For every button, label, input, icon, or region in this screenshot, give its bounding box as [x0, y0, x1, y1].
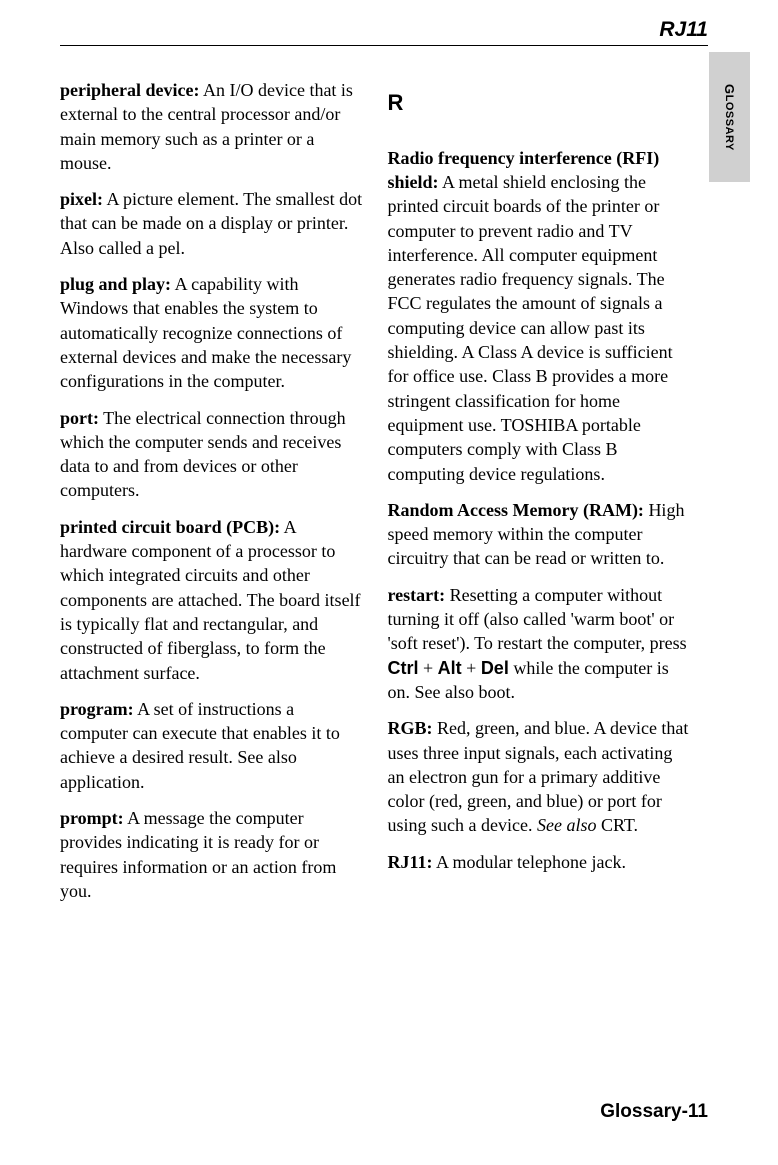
keycap: Alt: [438, 658, 462, 678]
section-letter: R: [388, 88, 691, 118]
section-tab-label: GLOSSARY: [722, 84, 737, 151]
term: RGB:: [388, 718, 433, 738]
glossary-entry: restart: Resetting a computer without tu…: [388, 583, 691, 704]
glossary-entry: printed circuit board (PCB): A hardware …: [60, 515, 363, 685]
left-column: peripheral device: An I/O device that is…: [60, 78, 363, 915]
right-column: R Radio frequency interference (RFI) shi…: [388, 78, 691, 915]
definition: A picture element. The smallest dot that…: [60, 189, 362, 258]
see-also: See also: [537, 815, 596, 835]
plus-sep: +: [462, 658, 481, 678]
see-also-target: CRT.: [596, 815, 638, 835]
term: restart:: [388, 585, 446, 605]
content-area: peripheral device: An I/O device that is…: [60, 78, 690, 915]
plus-sep: +: [419, 658, 438, 678]
glossary-entry: peripheral device: An I/O device that is…: [60, 78, 363, 175]
term: port:: [60, 408, 99, 428]
term: program:: [60, 699, 134, 719]
term: peripheral device:: [60, 80, 199, 100]
term: RJ11:: [388, 852, 433, 872]
term: plug and play:: [60, 274, 171, 294]
section-tab: GLOSSARY: [709, 52, 750, 182]
glossary-entry: plug and play: A capability with Windows…: [60, 272, 363, 393]
glossary-entry: RGB: Red, green, and blue. A device that…: [388, 716, 691, 837]
definition: The electrical connection through which …: [60, 408, 346, 501]
term: prompt:: [60, 808, 124, 828]
definition: A hardware component of a processor to w…: [60, 517, 361, 683]
glossary-entry: Radio frequency interference (RFI) shiel…: [388, 146, 691, 486]
glossary-entry: RJ11: A modular telephone jack.: [388, 850, 691, 874]
glossary-entry: port: The electrical connection through …: [60, 406, 363, 503]
glossary-entry: pixel: A picture element. The smallest d…: [60, 187, 363, 260]
page-header: RJ11: [60, 18, 708, 46]
glossary-entry: prompt: A message the computer provides …: [60, 806, 363, 903]
page-number: Glossary-11: [600, 1101, 708, 1122]
term: pixel:: [60, 189, 103, 209]
keycap: Del: [481, 658, 509, 678]
term: Random Access Memory (RAM):: [388, 500, 644, 520]
page-footer: Glossary-11: [600, 1101, 708, 1123]
definition: A modular telephone jack.: [433, 852, 626, 872]
definition: A metal shield enclosing the printed cir…: [388, 172, 673, 484]
glossary-entry: program: A set of instructions a compute…: [60, 697, 363, 794]
term: printed circuit board (PCB):: [60, 517, 280, 537]
header-title: RJ11: [659, 18, 708, 41]
keycap: Ctrl: [388, 658, 419, 678]
glossary-entry: Random Access Memory (RAM): High speed m…: [388, 498, 691, 571]
